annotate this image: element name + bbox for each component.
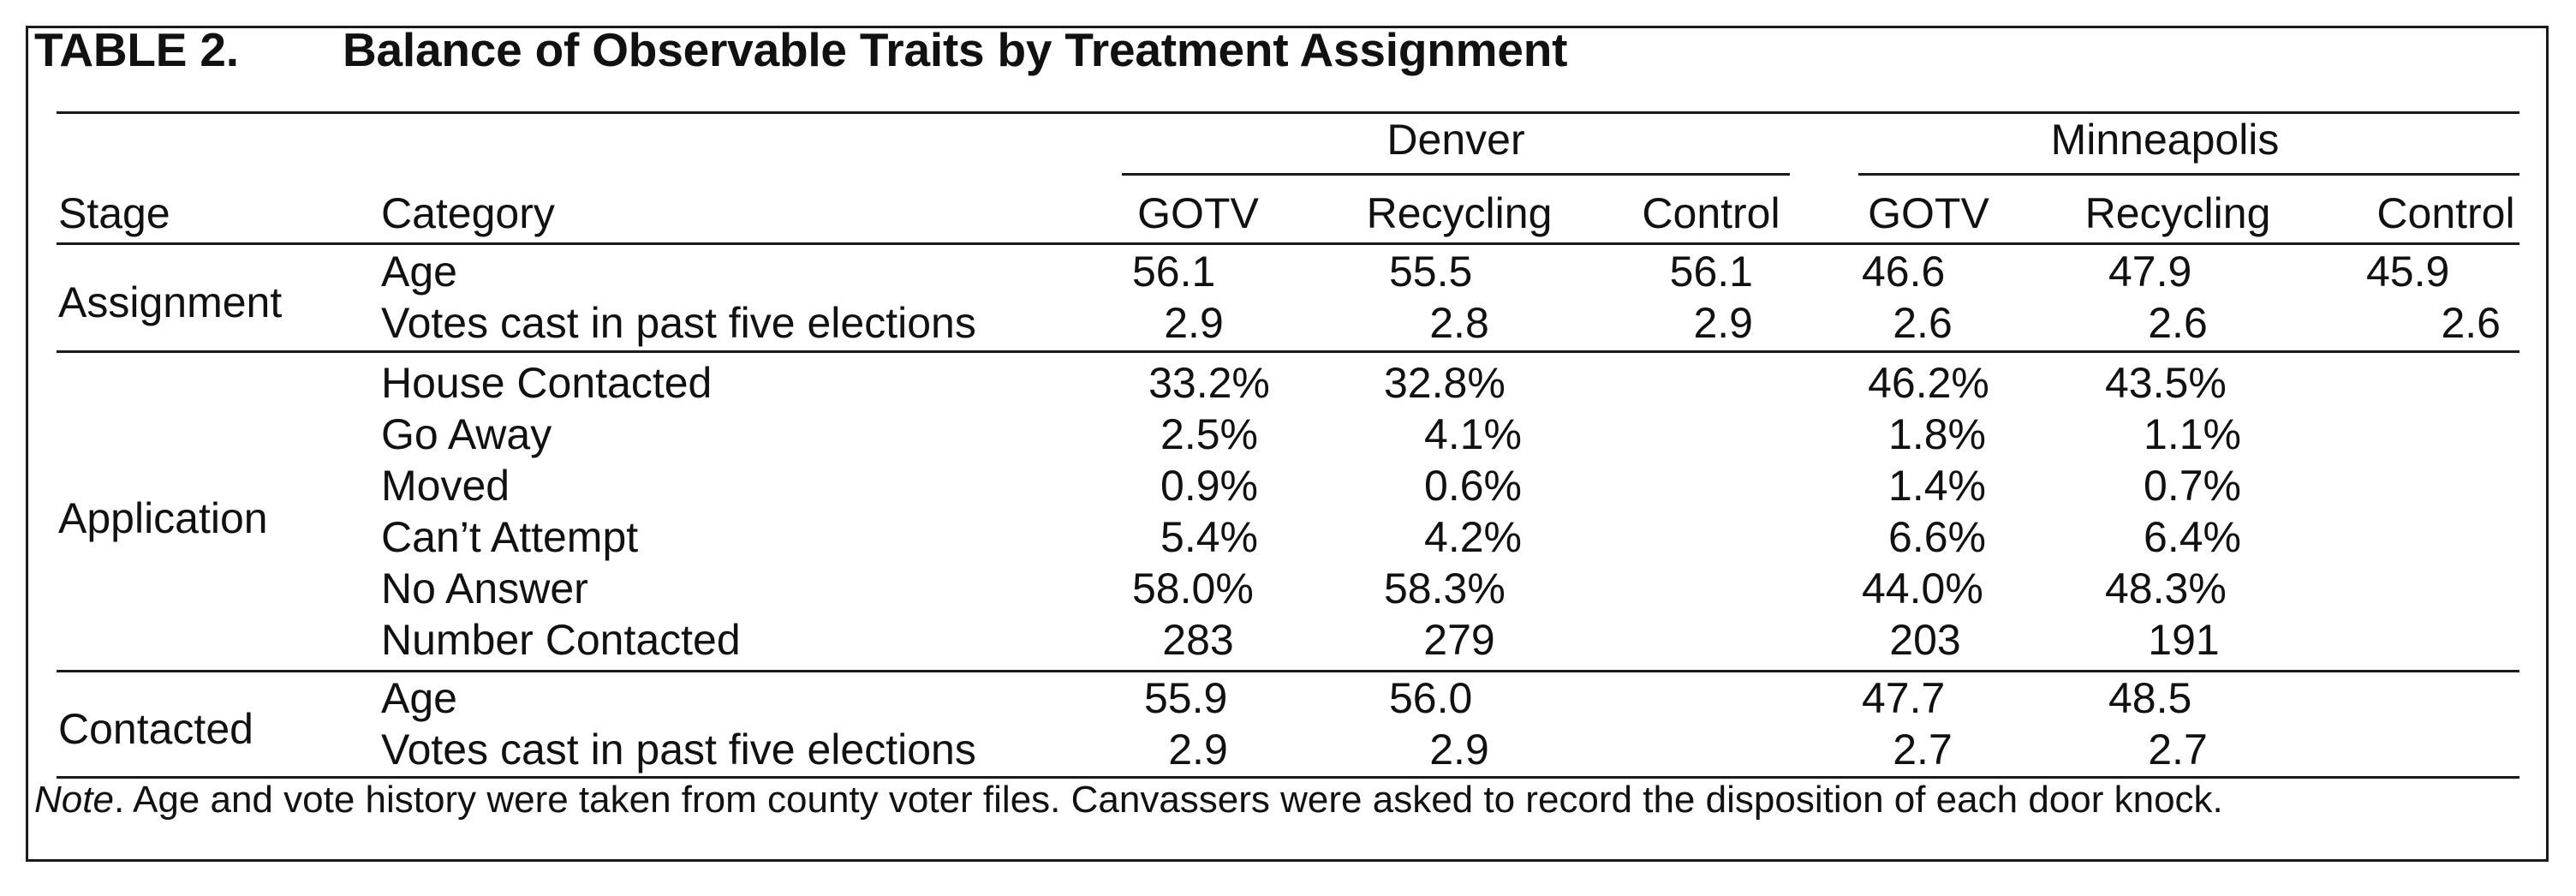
cell-denver-recycling: 4.2% <box>1424 513 1522 561</box>
cell-minneapolis-gotv: 46.2% <box>1868 359 1989 407</box>
cell-denver-gotv: 56.1 <box>1132 248 1216 296</box>
table-number: TABLE 2. <box>34 23 239 76</box>
cell-minneapolis-control: 2.6 <box>2441 299 2501 347</box>
cell-denver-recycling: 2.8 <box>1429 299 1489 347</box>
cell-minneapolis-gotv: 46.6 <box>1862 248 1946 296</box>
cell-denver-recycling: 55.5 <box>1389 248 1473 296</box>
cell-denver-recycling: 58.3% <box>1384 564 1506 612</box>
cell-minneapolis-recycling: 1.1% <box>2144 410 2241 458</box>
row-category: Age <box>381 674 457 722</box>
header-category: Category <box>381 189 555 237</box>
contacted-rule <box>57 776 2519 779</box>
cell-minneapolis-recycling: 6.4% <box>2144 513 2241 561</box>
table-caption: Balance of Observable Traits by Treatmen… <box>343 23 1568 76</box>
denver-span-rule <box>1122 173 1790 176</box>
stage-contacted: Contacted <box>58 705 253 753</box>
cell-denver-recycling: 4.1% <box>1424 410 1522 458</box>
table-note: Note. Age and vote history were taken fr… <box>34 781 2223 819</box>
header-denver-gotv: GOTV <box>1137 189 1259 237</box>
cell-minneapolis-recycling: 47.9 <box>2108 248 2192 296</box>
note-label: Note <box>34 779 114 821</box>
cell-minneapolis-gotv: 47.7 <box>1862 674 1946 722</box>
cell-denver-recycling: 32.8% <box>1384 359 1506 407</box>
row-category: Go Away <box>381 410 552 458</box>
minneapolis-span-rule <box>1858 173 2519 176</box>
cell-denver-control: 56.1 <box>1669 248 1753 296</box>
application-rule <box>57 670 2519 672</box>
cell-denver-gotv: 2.9 <box>1168 726 1228 774</box>
header-rule <box>57 242 2519 245</box>
cell-minneapolis-recycling: 2.6 <box>2148 299 2208 347</box>
header-denver-recycling: Recycling <box>1366 189 1553 237</box>
cell-minneapolis-recycling: 2.7 <box>2148 726 2208 774</box>
cell-denver-gotv: 0.9% <box>1160 462 1258 510</box>
table-title: TABLE 2. Balance of Observable Traits by … <box>34 22 1567 77</box>
row-category: No Answer <box>381 564 588 612</box>
cell-minneapolis-gotv: 1.4% <box>1888 462 1986 510</box>
cell-denver-gotv: 283 <box>1162 616 1234 664</box>
cell-minneapolis-recycling: 0.7% <box>2144 462 2241 510</box>
row-category: Votes cast in past five elections <box>381 299 976 347</box>
cell-minneapolis-recycling: 48.3% <box>2105 564 2227 612</box>
cell-minneapolis-gotv: 6.6% <box>1888 513 1986 561</box>
cell-denver-gotv: 33.2% <box>1148 359 1270 407</box>
row-category: Moved <box>381 462 510 510</box>
row-category: Age <box>381 248 457 296</box>
row-category: House Contacted <box>381 359 713 407</box>
cell-minneapolis-gotv: 1.8% <box>1888 410 1986 458</box>
cell-minneapolis-recycling: 43.5% <box>2105 359 2227 407</box>
cell-denver-gotv: 2.5% <box>1160 410 1258 458</box>
header-minneapolis-control: Control <box>2376 189 2515 237</box>
group-minneapolis: Minneapolis <box>2050 116 2280 164</box>
stage-assignment: Assignment <box>58 278 283 326</box>
cell-minneapolis-gotv: 2.7 <box>1893 726 1953 774</box>
table-frame <box>26 26 2549 862</box>
cell-denver-recycling: 2.9 <box>1429 726 1489 774</box>
row-category: Number Contacted <box>381 616 741 664</box>
header-minneapolis-gotv: GOTV <box>1868 189 1989 237</box>
group-denver: Denver <box>1386 116 1525 164</box>
row-category: Can’t Attempt <box>381 513 639 561</box>
cell-denver-control: 2.9 <box>1693 299 1753 347</box>
cell-minneapolis-control: 45.9 <box>2366 248 2450 296</box>
stage-application: Application <box>58 494 268 542</box>
cell-minneapolis-recycling: 191 <box>2148 616 2220 664</box>
cell-denver-recycling: 0.6% <box>1424 462 1522 510</box>
cell-minneapolis-gotv: 2.6 <box>1893 299 1953 347</box>
assignment-rule <box>57 350 2519 353</box>
cell-denver-recycling: 279 <box>1423 616 1495 664</box>
cell-denver-gotv: 2.9 <box>1164 299 1224 347</box>
top-rule <box>57 111 2519 114</box>
cell-denver-gotv: 5.4% <box>1160 513 1258 561</box>
cell-minneapolis-gotv: 203 <box>1889 616 1961 664</box>
cell-denver-gotv: 55.9 <box>1144 674 1228 722</box>
cell-denver-gotv: 58.0% <box>1132 564 1254 612</box>
row-category: Votes cast in past five elections <box>381 726 976 774</box>
header-stage: Stage <box>58 189 170 237</box>
header-denver-control: Control <box>1642 189 1780 237</box>
cell-minneapolis-gotv: 44.0% <box>1862 564 1983 612</box>
header-minneapolis-recycling: Recycling <box>2084 189 2271 237</box>
note-text: . Age and vote history were taken from c… <box>113 779 2223 821</box>
cell-minneapolis-recycling: 48.5 <box>2108 674 2192 722</box>
cell-denver-recycling: 56.0 <box>1389 674 1473 722</box>
